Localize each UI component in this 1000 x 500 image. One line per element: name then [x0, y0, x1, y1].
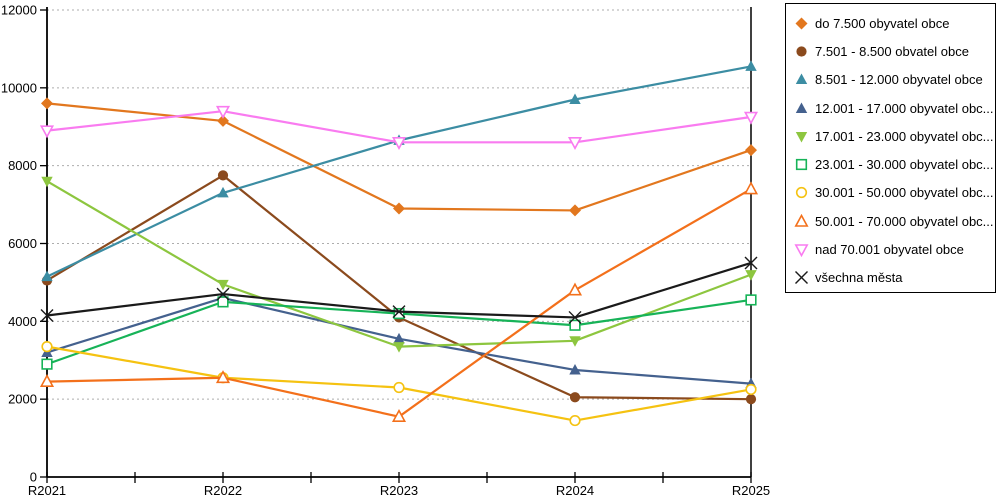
data-point-marker-icon [567, 137, 583, 150]
data-point-marker-icon [569, 336, 581, 347]
legend-marker-icon [795, 17, 808, 30]
y-axis-label: 12000 [1, 3, 37, 18]
legend-marker-icon [795, 187, 808, 199]
x-axis-label: R2021 [28, 483, 66, 498]
series-0 [41, 97, 757, 217]
legend-label: 23.001 - 30.000 obyvatel obc... [815, 157, 994, 173]
series-4 [41, 176, 757, 353]
data-point-marker-icon [41, 176, 53, 188]
legend-marker-icon [795, 131, 808, 143]
data-point-marker-icon [393, 332, 405, 344]
y-axis-label: 2000 [8, 392, 37, 407]
y-axis-label: 6000 [8, 236, 37, 251]
legend-item-9: všechna města [786, 264, 995, 292]
series-5 [41, 294, 757, 370]
legend-label: do 7.500 obyvatel obce [815, 15, 950, 31]
chart-legend: do 7.500 obyvatel obce 7.501 - 8.500 obva… [785, 3, 996, 293]
data-point-marker-icon [745, 270, 757, 281]
data-point-marker-icon [743, 181, 759, 195]
series-8 [39, 105, 759, 150]
legend-label: 17.001 - 23.000 obyvatel obc... [815, 128, 994, 144]
series-7 [39, 181, 759, 422]
data-point-marker-icon [40, 309, 54, 322]
data-point-marker-icon [745, 394, 757, 405]
data-point-marker-icon [217, 279, 229, 291]
legend-label: 8.501 - 12.000 obyvatel obce [815, 72, 983, 88]
legend-marker-icon [796, 46, 807, 57]
legend-marker-icon [794, 244, 809, 258]
x-axis-label: R2023 [380, 483, 418, 498]
legend-marker-icon [795, 73, 808, 85]
legend-item-7: 50.001 - 70.000 obyvatel obc... [786, 207, 995, 235]
data-point-marker-icon [391, 137, 407, 150]
data-point-marker-icon [216, 287, 230, 301]
legend-marker-icon [795, 102, 808, 113]
series-9 [40, 256, 758, 324]
data-point-marker-icon [217, 296, 229, 308]
data-point-marker-icon [41, 341, 53, 353]
x-axis-label: R2025 [732, 483, 770, 498]
data-point-marker-icon [745, 383, 757, 396]
data-point-marker-icon [569, 392, 581, 403]
data-point-marker-icon [569, 93, 581, 105]
data-point-marker-icon [393, 342, 405, 353]
data-point-marker-icon [215, 105, 231, 119]
legend-item-8: nad 70.001 obyvatel obce [786, 235, 995, 263]
data-point-marker-icon [217, 186, 229, 198]
legend-marker-icon [795, 159, 808, 171]
legend-label: 12.001 - 17.000 obyvatel obc... [815, 100, 994, 116]
data-point-marker-icon [391, 409, 407, 422]
data-point-marker-icon [567, 282, 583, 296]
legend-label: 50.001 - 70.000 obyvatel obc... [815, 213, 994, 229]
data-point-marker-icon [743, 111, 759, 125]
y-axis-label: 0 [30, 470, 37, 485]
y-axis-label: 10000 [1, 80, 37, 95]
legend-item-2: 8.501 - 12.000 obyvatel obce [786, 66, 995, 94]
data-point-marker-icon [393, 202, 405, 215]
data-point-marker-icon [745, 294, 757, 306]
legend-item-1: 7.501 - 8.500 obvatel obce [786, 37, 995, 65]
legend-label: nad 70.001 obyvatel obce [815, 242, 964, 258]
data-point-marker-icon [393, 307, 405, 320]
legend-marker-icon [795, 271, 808, 285]
y-axis-label: 8000 [8, 158, 37, 173]
series-3 [41, 291, 757, 389]
data-point-marker-icon [745, 60, 757, 71]
data-point-marker-icon [569, 414, 581, 427]
legend-item-5: 23.001 - 30.000 obyvatel obc... [786, 150, 995, 178]
data-point-marker-icon [568, 310, 582, 324]
data-point-marker-icon [41, 270, 53, 282]
data-point-marker-icon [569, 319, 581, 331]
data-point-marker-icon [217, 170, 229, 181]
legend-label: 7.501 - 8.500 obvatel obce [815, 43, 969, 59]
series-line [46, 65, 752, 278]
data-point-marker-icon [41, 97, 53, 110]
legend-item-4: 17.001 - 23.000 obyvatel obc... [786, 122, 995, 150]
legend-item-6: 30.001 - 50.000 obyvatel obc... [786, 179, 995, 207]
x-axis-label: R2022 [204, 483, 242, 498]
data-point-marker-icon [392, 305, 406, 319]
legend-item-0: do 7.500 obyvatel obce [786, 9, 995, 37]
x-axis-label: R2024 [556, 483, 594, 498]
data-point-marker-icon [39, 125, 55, 139]
legend-label: 30.001 - 50.000 obyvatel obc... [815, 185, 994, 201]
data-point-marker-icon [569, 204, 581, 217]
legend-label: všechna města [815, 270, 903, 286]
data-point-marker-icon [744, 256, 758, 270]
data-point-marker-icon [39, 373, 55, 387]
data-point-marker-icon [745, 144, 757, 157]
data-point-marker-icon [217, 114, 229, 127]
legend-item-3: 12.001 - 17.000 obyvatel obc... [786, 94, 995, 122]
data-point-marker-icon [393, 381, 405, 394]
y-axis-label: 4000 [8, 314, 37, 329]
data-point-marker-icon [215, 370, 231, 384]
data-point-marker-icon [41, 358, 53, 370]
legend-marker-icon [794, 213, 809, 227]
data-point-marker-icon [569, 363, 581, 375]
